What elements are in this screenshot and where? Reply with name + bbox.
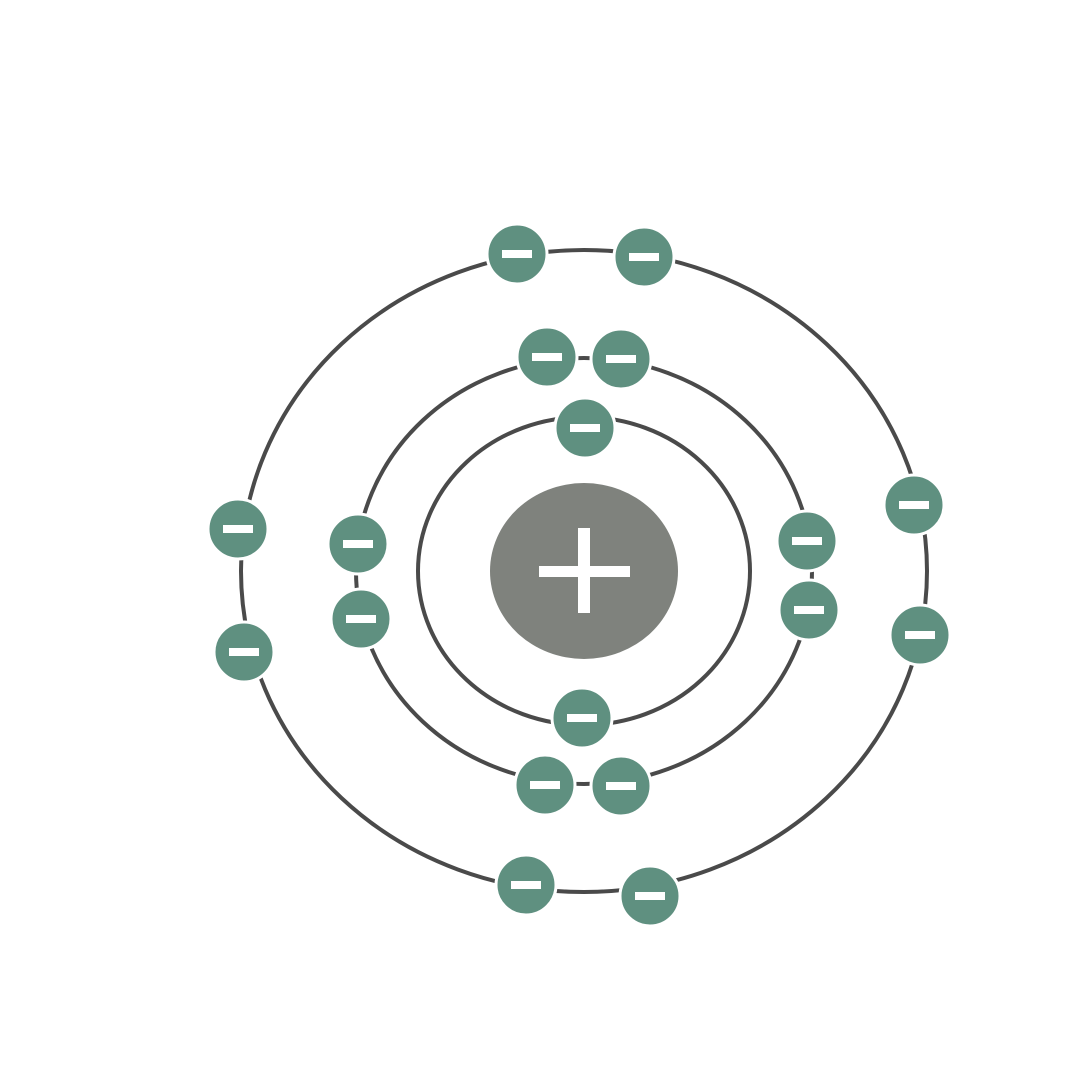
minus-icon xyxy=(606,782,636,790)
electron xyxy=(882,473,946,537)
electron xyxy=(494,853,558,917)
minus-icon xyxy=(530,781,560,789)
nucleus xyxy=(490,483,678,659)
electron xyxy=(618,864,682,928)
minus-icon xyxy=(223,525,253,533)
minus-icon xyxy=(511,881,541,889)
minus-icon xyxy=(346,615,376,623)
minus-icon xyxy=(606,355,636,363)
electron xyxy=(777,578,841,642)
electron xyxy=(206,497,270,561)
electron xyxy=(550,686,614,750)
minus-icon xyxy=(532,353,562,361)
electron xyxy=(485,222,549,286)
minus-icon xyxy=(794,606,824,614)
electron xyxy=(212,620,276,684)
electron xyxy=(888,603,952,667)
minus-icon xyxy=(570,424,600,432)
orbit-shell-3 xyxy=(239,248,929,894)
electron xyxy=(326,512,390,576)
minus-icon xyxy=(502,250,532,258)
electron xyxy=(513,753,577,817)
minus-icon xyxy=(567,714,597,722)
electron xyxy=(612,225,676,289)
electron xyxy=(515,325,579,389)
electron xyxy=(775,509,839,573)
minus-icon xyxy=(629,253,659,261)
electron xyxy=(589,327,653,391)
minus-icon xyxy=(792,537,822,545)
plus-icon xyxy=(539,528,630,613)
minus-icon xyxy=(635,892,665,900)
electron xyxy=(589,754,653,818)
minus-icon xyxy=(899,501,929,509)
electron xyxy=(329,587,393,651)
electrons xyxy=(206,222,952,928)
minus-icon xyxy=(229,648,259,656)
electron xyxy=(553,396,617,460)
minus-icon xyxy=(905,631,935,639)
minus-icon xyxy=(343,540,373,548)
